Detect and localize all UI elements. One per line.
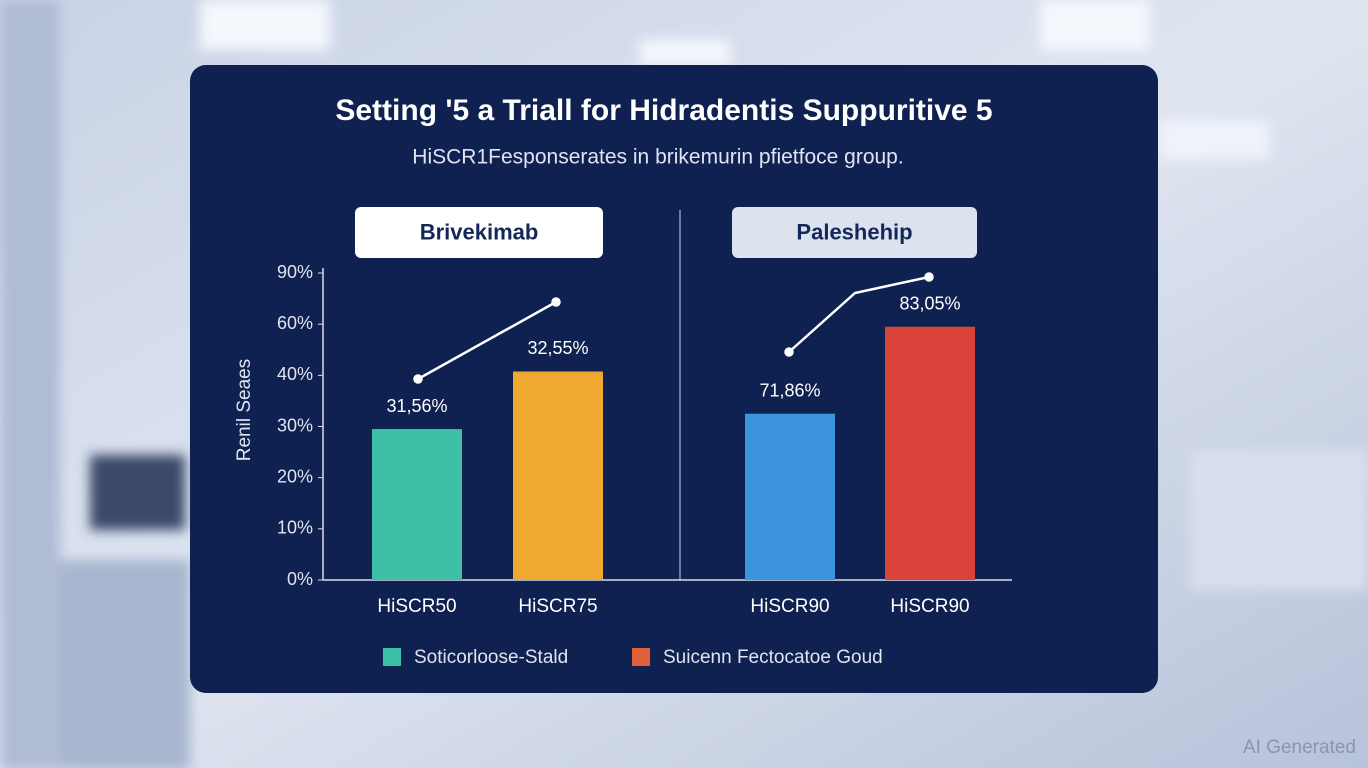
trend-lines	[413, 272, 934, 384]
y-tick-label: 60%	[277, 313, 313, 333]
bar	[745, 413, 835, 580]
panel-title-box	[732, 207, 977, 258]
x-tick-label: HiSCR90	[890, 596, 969, 617]
y-tick-label: 30%	[277, 415, 313, 435]
watermark: AI Generated	[1243, 737, 1356, 758]
annotation: 32,55%	[527, 338, 588, 358]
annotation: 31,56%	[386, 396, 447, 416]
trend-dot	[784, 347, 794, 357]
trend-line	[417, 300, 557, 381]
bar	[372, 429, 462, 580]
trend-line	[788, 275, 930, 353]
legend-swatch	[383, 648, 401, 666]
y-tick-label: 40%	[277, 364, 313, 384]
y-axis-label: Renil Seaes	[234, 359, 255, 461]
bar	[885, 326, 975, 580]
y-tick-label: 10%	[277, 518, 313, 538]
annotation: 71,86%	[759, 380, 820, 400]
x-tick-label: HiSCR75	[518, 596, 597, 617]
x-tick-label: HiSCR90	[750, 596, 829, 617]
trend-dot	[551, 297, 561, 307]
panel-title: Brivekimab	[420, 219, 539, 244]
trend-dot	[413, 374, 423, 384]
bar	[513, 371, 603, 580]
legend-label: Suicenn Fectocatoe Goud	[663, 647, 883, 668]
trend-dot	[924, 272, 934, 282]
y-tick-label: 90%	[277, 262, 313, 282]
panel-title: Paleshehip	[796, 219, 912, 244]
chart-title: Setting '5 a Triall for Hidradentis Supp…	[335, 94, 992, 127]
legend-label: Soticorloose-Stald	[414, 647, 568, 668]
chart-subtitle: HiSCR1Fesponserates in brikemurin pfietf…	[412, 146, 903, 169]
annotation: 83,05%	[899, 293, 960, 313]
legend-swatch	[632, 648, 650, 666]
panel-title-box	[355, 207, 603, 258]
y-tick-label: 20%	[277, 466, 313, 486]
y-tick-label: 0%	[287, 569, 313, 589]
x-tick-label: HiSCR50	[377, 596, 456, 617]
